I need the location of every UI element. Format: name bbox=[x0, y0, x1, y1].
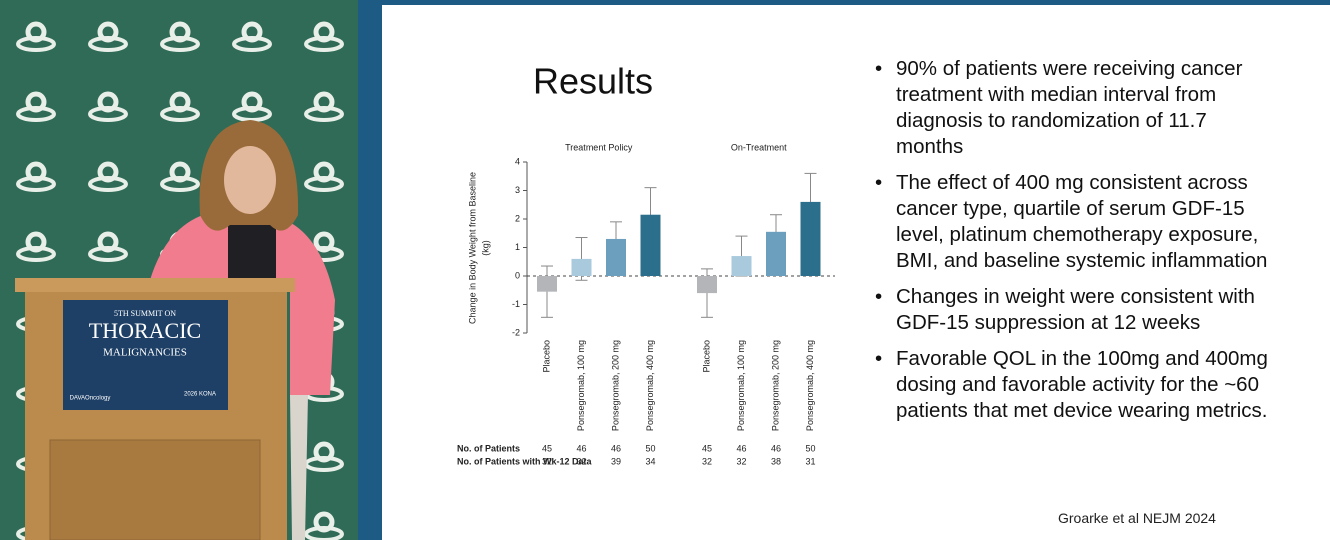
patients-wk12: 32 bbox=[542, 456, 552, 466]
bar bbox=[537, 276, 557, 292]
panel-title: Treatment Policy bbox=[565, 142, 633, 152]
patients-wk12: 32 bbox=[576, 456, 586, 466]
patients-wk12: 32 bbox=[702, 456, 712, 466]
patients-wk12: 31 bbox=[805, 456, 815, 466]
y-tick-label: 2 bbox=[515, 213, 520, 223]
category-label: Placebo bbox=[701, 340, 711, 373]
bar bbox=[571, 258, 592, 276]
citation: Groarke et al NEJM 2024 bbox=[1058, 510, 1216, 526]
y-tick-label: 0 bbox=[515, 270, 520, 280]
sign-brand: DAVAOncology bbox=[70, 396, 111, 402]
patients: 45 bbox=[702, 443, 712, 453]
patients-wk12: 39 bbox=[611, 456, 621, 466]
patients: 46 bbox=[576, 443, 586, 453]
bullet: Changes in weight were consistent with G… bbox=[875, 284, 1270, 336]
jacket bbox=[150, 210, 335, 395]
patients: 45 bbox=[542, 443, 552, 453]
panel-title: On-Treatment bbox=[731, 142, 787, 152]
patients-wk12: 38 bbox=[771, 456, 781, 466]
bar bbox=[800, 201, 821, 276]
y-axis-label: Change in Body Weight from Baseline bbox=[467, 172, 477, 324]
podium-top bbox=[15, 278, 295, 292]
patients: 46 bbox=[736, 443, 746, 453]
row-label: No. of Patients bbox=[457, 443, 520, 453]
y-tick-label: 3 bbox=[515, 185, 520, 195]
face bbox=[224, 146, 276, 214]
sign-line: MALIGNANCIES bbox=[103, 347, 187, 359]
leg bbox=[290, 395, 308, 540]
patients-wk12: 34 bbox=[645, 456, 655, 466]
bar bbox=[731, 256, 752, 276]
patients: 46 bbox=[771, 443, 781, 453]
category-label: Placebo bbox=[541, 340, 551, 373]
sign-line: 5TH SUMMIT ON bbox=[114, 309, 176, 318]
category-label: Ponsegromab, 100 mg bbox=[736, 340, 746, 431]
y-tick-label: 1 bbox=[515, 242, 520, 252]
patients-wk12: 32 bbox=[736, 456, 746, 466]
sign-event: 2026 KONA bbox=[184, 392, 216, 398]
row-label: No. of Patients with Wk-12 Data bbox=[457, 456, 593, 466]
sign-line: THORACIC bbox=[89, 318, 201, 343]
y-tick-label: 4 bbox=[515, 156, 520, 166]
category-label: Ponsegromab, 400 mg bbox=[805, 340, 815, 431]
category-label: Ponsegromab, 400 mg bbox=[645, 340, 655, 431]
podium-panel bbox=[49, 439, 261, 540]
bar bbox=[697, 276, 717, 294]
y-axis-label: (kg) bbox=[480, 240, 490, 256]
bullet: The effect of 400 mg consistent across c… bbox=[875, 170, 1270, 274]
y-tick-label: -1 bbox=[512, 299, 520, 309]
bar bbox=[606, 238, 626, 276]
y-tick-label: -2 bbox=[512, 327, 520, 337]
patients: 50 bbox=[805, 443, 815, 453]
patients: 50 bbox=[645, 443, 655, 453]
slide-title: Results bbox=[533, 61, 653, 102]
patients: 46 bbox=[611, 443, 621, 453]
sign bbox=[63, 300, 228, 410]
bar bbox=[766, 231, 786, 276]
bullet: 90% of patients were receiving cancer tr… bbox=[875, 56, 1270, 160]
bullet: Favorable QOL in the 100mg and 400mg dos… bbox=[875, 346, 1270, 424]
bullet-list: 90% of patients were receiving cancer tr… bbox=[875, 56, 1270, 434]
category-label: Ponsegromab, 200 mg bbox=[770, 340, 780, 431]
bar bbox=[640, 214, 661, 276]
category-label: Ponsegromab, 100 mg bbox=[576, 340, 586, 431]
category-label: Ponsegromab, 200 mg bbox=[610, 340, 620, 431]
